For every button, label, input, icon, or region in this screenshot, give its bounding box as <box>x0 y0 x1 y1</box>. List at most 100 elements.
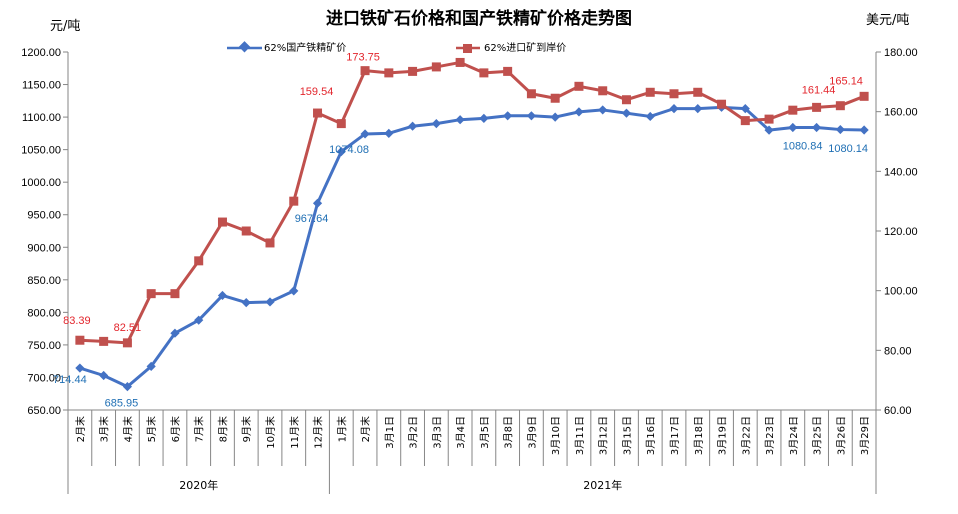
series-0-point <box>574 107 584 117</box>
series-0-point <box>146 361 156 371</box>
series-1-point <box>241 226 251 236</box>
data-label: 82.51 <box>114 322 142 334</box>
x-tick-label: 9月末 <box>240 416 253 442</box>
series-1-point <box>503 66 513 76</box>
series-0-point <box>811 122 822 133</box>
x-tick-label: 7月末 <box>193 416 206 442</box>
series-1-point <box>764 114 774 124</box>
x-tick-label: 6月末 <box>169 416 182 442</box>
y-left-tick-label: 700.00 <box>27 372 61 384</box>
y-left-tick-label: 900.00 <box>27 242 61 254</box>
y-right-tick-label: 160.00 <box>884 107 918 119</box>
y-left-tick-label: 850.00 <box>27 275 61 287</box>
y-right-tick-label: 180.00 <box>884 47 918 59</box>
data-label: 173.75 <box>346 52 380 64</box>
x-tick-label: 3月4日 <box>455 416 467 449</box>
x-tick-label: 3月5日 <box>479 416 491 449</box>
data-label: 714.44 <box>53 374 87 386</box>
series-0-point <box>835 124 845 135</box>
series-0-point <box>384 128 394 138</box>
y-left-tick-label: 950.00 <box>27 210 61 222</box>
series-1-point <box>313 108 323 118</box>
data-label: 161.44 <box>802 84 836 96</box>
series-0-point <box>99 370 109 381</box>
x-tick-label: 3月23日 <box>764 416 776 455</box>
x-tick-label: 5月末 <box>145 416 158 442</box>
x-tick-label: 2月末 <box>74 416 87 442</box>
x-tick-label: 3月1日 <box>384 416 396 449</box>
series-1-point <box>194 256 204 266</box>
series-0-point <box>170 328 180 338</box>
series-1-point <box>360 66 370 76</box>
data-label: 165.14 <box>829 75 863 87</box>
series-0-point <box>289 286 299 296</box>
y-left-tick-label: 800.00 <box>27 307 61 319</box>
x-tick-label: 3月8日 <box>503 416 515 449</box>
series-0-point <box>122 381 133 392</box>
series-1-point <box>122 338 132 348</box>
series-1-point <box>574 81 584 91</box>
series-0-point <box>645 111 655 122</box>
series-0-point <box>241 298 251 308</box>
x-tick-label: 3月15日 <box>621 416 633 455</box>
series-0-point <box>621 108 632 118</box>
series-1-point <box>526 89 536 99</box>
x-tick-label: 3月24日 <box>788 416 800 455</box>
series-1-point <box>859 91 869 101</box>
series-0-point <box>693 104 703 114</box>
x-tick-label: 3月9日 <box>526 416 538 449</box>
series-0-point <box>598 105 608 115</box>
x-tick-label: 3月2日 <box>408 416 420 449</box>
axes: 650.00 700.00 750.00 800.00 850.00 900.00 950.… <box>21 47 918 494</box>
series-1-point <box>669 89 679 99</box>
legend-item-domestic: 62%国产铁精矿价 <box>227 41 346 54</box>
series-1-point <box>693 87 703 97</box>
x-tick-label: 3月11日 <box>574 416 586 455</box>
x-group-label: 2021年 <box>583 478 622 492</box>
x-tick-label: 2月末 <box>359 416 372 442</box>
x-tick-label: 3月26日 <box>835 416 847 455</box>
y-left-tick-label: 1000.00 <box>21 177 61 189</box>
series-0-point <box>265 297 275 307</box>
series-1-point <box>75 335 85 345</box>
x-tick-label: 3月3日 <box>431 416 443 449</box>
series-0-point <box>217 290 228 301</box>
x-tick-label: 10月末 <box>264 416 277 449</box>
y-left-tick-label: 1050.00 <box>21 145 61 157</box>
series-0-point <box>503 111 513 121</box>
series-0-point <box>455 115 465 125</box>
series-1-point <box>479 68 489 78</box>
plot-area <box>75 57 869 392</box>
y-left-tick-label: 1200.00 <box>21 47 61 59</box>
x-tick-label: 3月17日 <box>669 416 681 455</box>
series-1-point <box>217 217 227 227</box>
legend-label-domestic: 62%国产铁精矿价 <box>264 41 346 54</box>
series-0-point <box>336 146 346 157</box>
x-tick-label: 1月末 <box>335 416 348 442</box>
y-right-tick-label: 60.00 <box>884 405 912 417</box>
series-1-point <box>812 102 822 112</box>
series-0-point <box>312 198 323 208</box>
series-0-point <box>407 121 418 131</box>
x-tick-label: 3月末 <box>98 416 111 442</box>
series-1-point <box>598 86 608 96</box>
series-1-point <box>835 101 845 111</box>
series-1-point <box>621 95 631 105</box>
series-1-point <box>788 105 798 115</box>
legend: 62%国产铁精矿价 62%进口矿到岸价 <box>227 41 566 54</box>
series-0-point <box>859 125 869 135</box>
x-tick-label: 12月末 <box>312 416 325 449</box>
chart-title: 进口铁矿石价格和国产铁精矿价格走势图 <box>326 8 632 29</box>
x-tick-label: 3月19日 <box>717 416 729 455</box>
x-tick-label: 3月25日 <box>812 416 824 455</box>
series-1-point <box>550 93 560 103</box>
series-line-0 <box>79 105 865 389</box>
y-left-unit: 元/吨 <box>50 19 80 34</box>
series-1-point <box>717 99 727 109</box>
series-0-point <box>360 129 370 139</box>
series-line-1 <box>79 60 865 345</box>
x-tick-label: 3月29日 <box>859 416 871 455</box>
data-label: 1080.14 <box>828 143 868 155</box>
series-0-point <box>550 112 560 122</box>
